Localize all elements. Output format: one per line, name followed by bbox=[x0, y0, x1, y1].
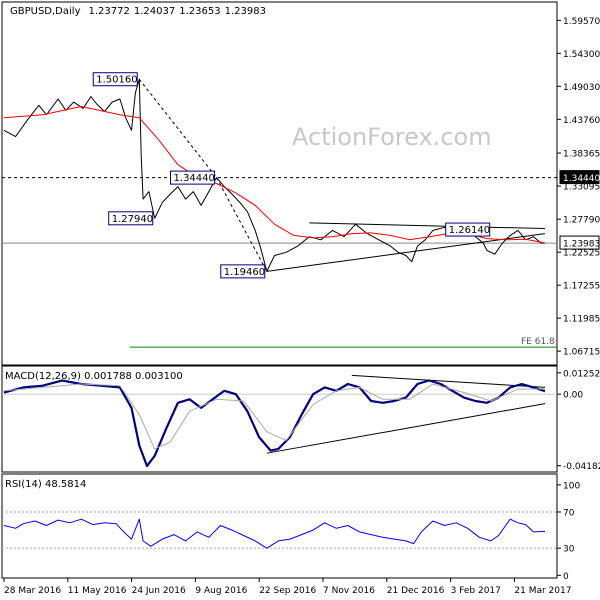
macd-trend-line bbox=[351, 374, 546, 388]
y-tick-label: 1.43760 bbox=[563, 116, 600, 126]
macd-series bbox=[2, 374, 557, 468]
price-lines: FE 61.8 bbox=[2, 78, 557, 348]
trend-line bbox=[138, 78, 217, 178]
y-tick-label: 1.54300 bbox=[563, 50, 600, 60]
macd-panel: MACD(12,26,9) 0.001788 0.003100 0.012522… bbox=[1, 365, 600, 473]
trend-line bbox=[309, 222, 546, 230]
macd-trend-line bbox=[266, 403, 546, 454]
x-tick-label: 7 Nov 2016 bbox=[323, 586, 375, 596]
y-tick-label: 100 bbox=[563, 481, 580, 491]
resistance-price-box-label: 1.34440 bbox=[563, 174, 600, 184]
price-annotations: 1.34440 1.23983 1.50160 1.34440 1.27940 1.194… bbox=[92, 72, 600, 279]
y-tick-label: 0 bbox=[563, 572, 569, 582]
x-tick-label: 22 Sep 2016 bbox=[259, 586, 316, 596]
x-tick-label: 28 Mar 2016 bbox=[4, 586, 61, 596]
y-tick-label: 1.33095 bbox=[563, 183, 600, 193]
y-tick-label: 1.22525 bbox=[563, 249, 600, 259]
x-tick-label: 21 Dec 2016 bbox=[387, 586, 445, 596]
signal-line bbox=[3, 383, 546, 450]
y-tick-label: 1.17255 bbox=[563, 282, 600, 292]
macd-panel-frame bbox=[1, 365, 558, 473]
y-tick-label: 1.59570 bbox=[563, 17, 600, 27]
resistance-price-box bbox=[559, 170, 600, 185]
current-price-box-label: 1.23983 bbox=[563, 240, 600, 250]
price-annotation-box bbox=[170, 170, 216, 185]
y-tick-label: -0.041823 bbox=[563, 462, 600, 472]
y-tick-label: 70 bbox=[563, 508, 575, 518]
x-tick-label: 3 Feb 2017 bbox=[451, 586, 501, 596]
price-annotation-box bbox=[220, 264, 266, 279]
macd-line bbox=[3, 379, 546, 468]
rsi-panel-frame bbox=[1, 473, 558, 579]
x-tick-label: 9 Aug 2016 bbox=[195, 586, 247, 596]
price-annotation-box bbox=[445, 222, 491, 237]
price-annotation-box bbox=[92, 72, 138, 87]
x-axis: 28 Mar 2016 11 May 2016 24 Jun 2016 9 Aug 2… bbox=[3, 578, 571, 596]
current-price-box bbox=[559, 235, 600, 250]
price-annotation-label: 1.50160 bbox=[96, 75, 137, 86]
macd-y-axis: 0.012522 0.00 -0.041823 bbox=[557, 369, 600, 472]
rsi-series bbox=[2, 511, 557, 549]
price-annotation-box bbox=[108, 211, 154, 226]
y-tick-label: 0.00 bbox=[563, 391, 583, 401]
rsi-line bbox=[3, 518, 546, 549]
price-annotation-label: 1.19460 bbox=[224, 267, 265, 278]
y-tick-label: 0.012522 bbox=[563, 369, 600, 379]
rsi-label: RSI(14) 48.5814 bbox=[5, 479, 86, 490]
y-tick-label: 1.49030 bbox=[563, 83, 600, 93]
macd-label: MACD(12,26,9) 0.001788 0.003100 bbox=[5, 371, 183, 382]
chart-header: GBPUSD,Daily 1.23772 1.24037 1.23653 1.23983 bbox=[10, 6, 266, 17]
x-tick-label: 24 Jun 2016 bbox=[132, 586, 186, 596]
y-tick-label: 1.11985 bbox=[563, 315, 600, 325]
price-panel: GBPUSD,Daily 1.23772 1.24037 1.23653 1.23983… bbox=[1, 1, 600, 366]
price-panel-frame bbox=[1, 1, 558, 366]
y-tick-label: 30 bbox=[563, 545, 575, 555]
x-tick-label: 11 May 2016 bbox=[68, 586, 127, 596]
price-y-axis: 1.59570 1.54300 1.49030 1.43760 1.38365 1.330… bbox=[557, 17, 600, 358]
y-tick-label: 1.27790 bbox=[563, 216, 600, 226]
rsi-panel: RSI(14) 48.5814 100 70 30 0 bbox=[1, 473, 580, 582]
y-tick-label: 1.38365 bbox=[563, 150, 600, 160]
price-annotation-label: 1.34440 bbox=[174, 173, 215, 184]
x-tick-label: 21 Mar 2017 bbox=[514, 586, 571, 596]
y-tick-label: 1.06715 bbox=[563, 348, 600, 358]
rsi-y-axis: 100 70 30 0 bbox=[557, 481, 580, 582]
watermark: ActionForex.com bbox=[292, 123, 492, 151]
price-annotation-label: 1.26140 bbox=[449, 225, 490, 236]
fe-label: FE 61.8 bbox=[521, 337, 555, 347]
price-annotation-label: 1.27940 bbox=[112, 214, 153, 225]
trend-line bbox=[266, 233, 546, 272]
